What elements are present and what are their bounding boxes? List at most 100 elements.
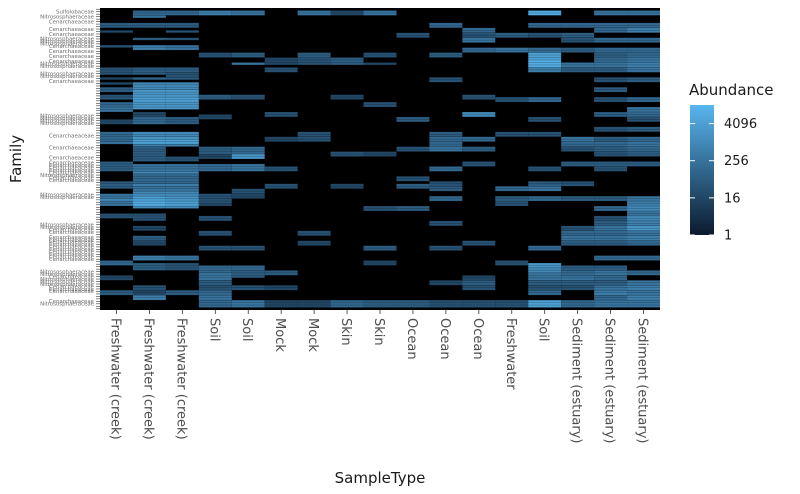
heatmap-cell [100, 30, 133, 33]
heatmap-cell [528, 290, 562, 296]
y-axis-ticks [96, 8, 100, 310]
heatmap-cell [495, 131, 529, 137]
heatmap-cell [330, 183, 364, 189]
x-axis-title: SampleType [335, 469, 426, 487]
heatmap-cell [297, 136, 331, 142]
legend-tick-label: 16 [724, 191, 741, 206]
heatmap-cell [165, 30, 199, 33]
heatmap-cell [462, 275, 496, 281]
heatmap-cell [132, 146, 166, 157]
heatmap-cell [100, 141, 133, 145]
y-tick-label: Cenarchaeaceae [49, 247, 95, 253]
heatmap-cell [528, 10, 562, 16]
heatmap-cell [165, 22, 199, 28]
heatmap-cell [594, 57, 628, 63]
heatmap-cell [132, 144, 166, 147]
heatmap-cell [198, 52, 232, 58]
heatmap-cell [363, 102, 397, 108]
heatmap-cell [594, 166, 628, 172]
heatmap-cell [396, 206, 430, 211]
heatmap-cell [528, 97, 562, 103]
heatmap-cell [297, 240, 331, 246]
heatmap-cell [462, 27, 496, 33]
heatmap-cell [100, 97, 133, 100]
heatmap-cell [198, 230, 232, 236]
heatmap-cell [528, 67, 562, 73]
heatmap-cell [363, 62, 397, 65]
heatmap-cell [363, 206, 397, 211]
heatmap-cell [594, 136, 628, 142]
heatmap-cell [627, 107, 660, 112]
heatmap-cell [132, 10, 166, 16]
heatmap-cell [462, 32, 496, 38]
y-tick-label: Nitrososphaeraceae [40, 71, 95, 77]
heatmap-cell [100, 107, 133, 112]
heatmap-cell [165, 196, 199, 202]
x-tick-label: Ocean [437, 318, 452, 360]
heatmap-cell [627, 206, 660, 211]
y-tick-label: Cenarchaeaceae [49, 146, 95, 152]
heatmap-cell [594, 300, 628, 308]
heatmap-cell [231, 188, 265, 194]
heatmap-cell [627, 136, 660, 142]
heatmap-cell [264, 111, 298, 117]
heatmap-cell [594, 151, 628, 157]
heatmap-cell [594, 290, 628, 296]
heatmap-cell [132, 285, 166, 291]
heatmap-cell [264, 285, 298, 291]
x-tick-label: Soil [536, 318, 551, 341]
heatmap-cell [100, 181, 133, 189]
heatmap-cell [429, 77, 463, 83]
heatmap-cell [198, 295, 232, 301]
heatmap-cell [132, 67, 166, 75]
heatmap-cell [165, 183, 199, 187]
x-axis-ticks [116, 310, 644, 314]
x-tick-label: Freshwater (creek) [107, 318, 122, 440]
heatmap-cell [165, 72, 199, 78]
heatmap-cell [495, 300, 529, 308]
y-tick-label: Cenarchaeaceae [49, 27, 95, 33]
y-tick-label: Nitrososphaeraceae [40, 118, 95, 124]
heatmap-cell [627, 37, 660, 43]
y-tick-label: Cenarchaeaceae [49, 240, 95, 246]
heatmap-cell [165, 139, 199, 145]
heatmap-cell [132, 163, 166, 172]
heatmap-cell [594, 67, 628, 73]
heatmap-cell [231, 265, 265, 271]
heatmap-cell [132, 156, 166, 162]
heatmap-cell [495, 32, 529, 38]
heatmap-cell [100, 67, 133, 75]
heatmap-cell [627, 280, 660, 286]
heatmap-cell [132, 171, 166, 174]
heatmap-cell [165, 262, 199, 271]
heatmap-cell [462, 161, 496, 167]
y-tick-label: Cenarchaeaceae [49, 44, 95, 50]
heatmap-cell [561, 285, 595, 291]
heatmap-cell [594, 220, 628, 226]
heatmap-cell [165, 163, 199, 172]
heatmap-cell [594, 196, 628, 202]
y-tick-label: Cenarchaeaceae [49, 227, 95, 233]
heatmap-cell [100, 213, 133, 219]
heatmap-cell [627, 116, 660, 122]
heatmap-cell [132, 97, 166, 103]
y-tick-label: Cenarchaeaceae [49, 161, 95, 167]
heatmap-cell [132, 173, 166, 184]
y-tick-label: Nitrososphaeraceae [40, 64, 95, 70]
heatmap-cell [462, 111, 496, 117]
y-tick-label: Cenarchaeaceae [49, 54, 95, 60]
heatmap-cell [165, 191, 199, 197]
heatmap-cell [429, 186, 463, 192]
heatmap-cell [132, 15, 166, 18]
y-tick-label: Sulfolobaceae [56, 10, 95, 16]
heatmap-cell [528, 186, 562, 192]
heatmap-cell [495, 47, 529, 53]
heatmap-cell [132, 240, 166, 246]
heatmap-cell [429, 220, 463, 226]
heatmap-cell [231, 300, 265, 308]
heatmap-cell [594, 47, 628, 53]
heatmap-cell [231, 270, 265, 278]
heatmap-cell [495, 260, 529, 266]
y-tick-label: Nitrososphaeraceae [40, 74, 95, 80]
heatmap-cell [528, 245, 562, 251]
